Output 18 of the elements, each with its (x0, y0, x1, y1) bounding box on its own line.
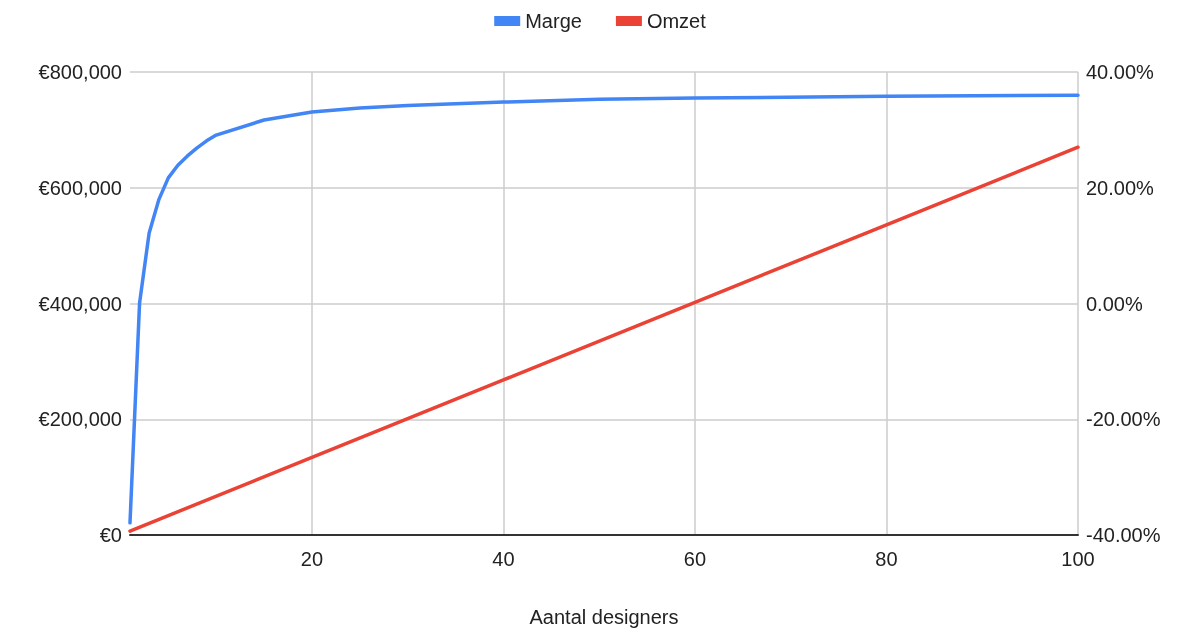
y-tick-label: €0 (99, 524, 122, 546)
y2-tick-label: 0.00% (1086, 292, 1143, 315)
x-tick-label: 40 (492, 548, 515, 570)
y-tick-label: €200,000 (38, 408, 122, 431)
y2-tick-label: 20.00% (1086, 176, 1155, 199)
y2-tick-label: -20.00% (1086, 408, 1161, 431)
x-tick-label: 80 (875, 548, 898, 570)
x-tick-label: 60 (683, 548, 707, 570)
y2-tick-label: -40.00% (1086, 524, 1161, 546)
x-tick-label: 100 (1061, 548, 1095, 570)
y-tick-label: €400,000 (38, 292, 122, 315)
x-tick-label: 20 (300, 548, 324, 570)
y-tick-label: €600,000 (38, 176, 122, 199)
y-tick-label: €800,000 (38, 61, 122, 83)
y2-tick-label: 40.00% (1086, 61, 1155, 83)
legend-label: Marge (525, 10, 582, 32)
x-axis-title: Aantal designers (529, 606, 679, 628)
legend-label: Omzet (646, 10, 707, 32)
